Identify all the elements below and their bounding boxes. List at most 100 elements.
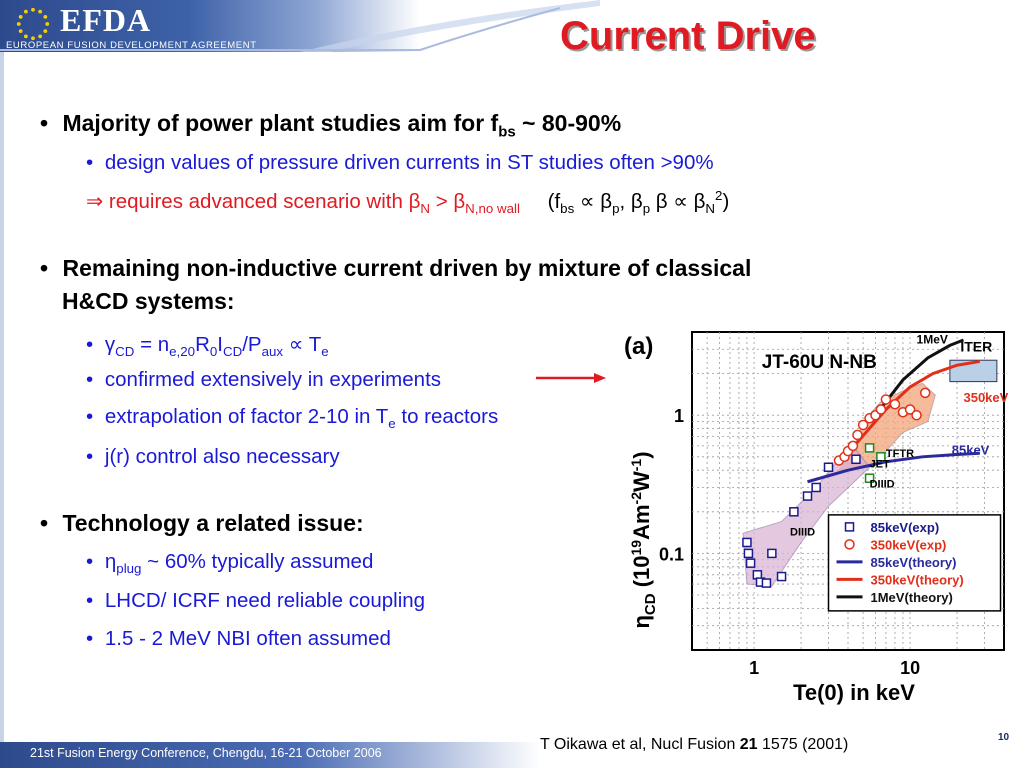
tokamak-marker [864,443,875,453]
data-point [767,548,777,559]
left-rule [0,52,4,742]
eta-cd-chart: (a) ηCD (1019Am-2W-1) Te(0) in keV 1 10 0.… [624,331,1009,705]
bullet-3-sub-1: • ηplug ~ 60% typically assumed [86,550,373,576]
beta-n-sub: N [420,200,430,216]
y-label-sup1: 19 [628,540,644,556]
chart-annotation: DIIID [870,478,895,490]
bullet-3-sub-2-text: LHCD/ ICRF need reliable coupling [104,589,426,612]
chart-annotation: JET [870,458,890,470]
footer-band [0,742,540,768]
beta-symbol: β [630,189,643,213]
bullet-1-sub-2: ⇒ requires advanced scenario with βN > β… [86,188,729,216]
eu-star [38,34,43,39]
legend-label: 350keV(exp) [871,537,947,552]
data-point [811,482,821,493]
bullet-3-sub-3-text: 1.5 - 2 MeV NBI often assumed [104,627,391,650]
bullet-2-line-2: H&CD systems: [62,288,235,314]
citation-pre: T Oikawa et al, Nucl Fusion [540,736,740,753]
eu-star [23,9,28,14]
chart-annotation: DIIID [790,526,815,538]
bullet-1-sub-1: • design values of pressure driven curre… [86,151,714,175]
chart-annotation: 85keV [952,442,990,457]
citation-volume: 21 [739,736,758,753]
data-point [761,578,772,588]
bullet-2-sub-4-text: j(r) control also necessary [104,445,340,468]
bullet-1-post: ~ 80-90% [515,110,622,136]
page-title: Current Drive [560,14,816,58]
y-label-close: ) [629,451,654,458]
eu-stars-icon [16,7,50,41]
r-symbol: R [195,333,210,356]
data-point [742,537,752,548]
bullet-dot: • [86,151,94,174]
beta-symbol: β [693,189,706,213]
legend-label: 1MeV(theory) [871,590,953,605]
tokamak-marker [864,473,875,483]
eq-n: = n [134,333,170,356]
bullet-2-sub-1: • γCD = ne,20R0ICD/Paux ∝ Te [86,332,329,359]
bullet-2-sub-3-text: extrapolation of factor 2-10 in T [104,405,389,428]
bullet-dot: • [40,110,49,136]
data-point [852,429,863,441]
panel-label: (a) [624,333,653,360]
bullet-2-sub-3-post: to reactors [395,405,499,428]
chart-annotation: 1MeV [917,333,948,347]
y-label-sub: CD [642,593,659,615]
p-sub: p [642,200,651,216]
y-label-w: W [629,471,654,492]
bullet-3-sub-3: • 1.5 - 2 MeV NBI often assumed [86,627,391,651]
beta-symbol: β [600,189,613,213]
paren-open: (f [547,189,561,213]
e-sub: e [321,344,329,360]
comma: , [619,189,631,213]
x-axis-label: Te(0) in keV [793,680,915,705]
prop-sign: ∝ [673,189,694,213]
bullet-2: • Remaining non-inductive current driven… [40,255,751,282]
beta-symbol: β [408,189,421,213]
series-line [854,359,981,445]
plug-sub: plug [116,561,142,577]
bullet-1-sub: bs [498,123,516,141]
chart-annotation: 350keV [963,390,1008,405]
e-sub: e [388,416,396,432]
paren-close: ) [722,189,730,213]
bullet-2-sub-2-text: confirmed extensively in experiments [104,368,442,391]
bullet-3-sub-1-text: ~ 60% typically assumed [141,550,374,573]
bullet-2-line-1: Remaining non-inductive current driven b… [62,255,752,281]
beta-relation: (fbs ∝ βp, βp β ∝ βN2) [547,188,730,216]
y-label-sup2: -2 [628,492,644,505]
data-point [857,419,869,431]
legend-label: 85keV(exp) [871,520,940,535]
t-symbol: T [308,333,322,356]
bullet-3-text: Technology a related issue: [62,510,364,536]
header-swoosh [0,0,600,52]
p-sub: p [612,200,620,216]
eta-symbol: η [104,550,117,573]
bullet-1: • Majority of power plant studies aim fo… [40,110,621,141]
footer-conference: 21st Fusion Energy Conference, Chengdu, … [30,746,382,760]
eu-star [16,22,21,26]
data-point [875,404,887,415]
slash-p: /P [242,333,262,356]
data-point [851,454,861,465]
bullet-2-sub-3: • extrapolation of factor 2-10 in Te to … [86,405,498,431]
bullet-1-sub-1-text: design values of pressure driven current… [104,151,714,174]
eu-star [38,9,43,14]
zero-sub: 0 [209,344,218,360]
eu-star [31,7,35,12]
legend-label: 350keV(theory) [871,572,964,587]
chart-title: JT-60U N-NB [762,352,877,373]
data-point [911,409,922,421]
data-point [789,507,799,517]
data-point [889,399,901,410]
citation: T Oikawa et al, Nucl Fusion 21 1575 (200… [540,736,848,754]
y-tick-label: 1 [674,406,684,426]
y-axis-label: ηCD (1019Am-2W-1) [628,451,659,628]
cd-sub: CD [222,344,243,360]
bullet-dot: • [86,627,94,650]
bullet-2-sub-4: • j(r) control also necessary [86,445,340,469]
bullet-dot: • [86,368,94,391]
header: EFDA EUROPEAN FUSION DEVELOPMENT AGREEME… [0,0,1024,58]
chart-annotation: TFTR [886,448,914,460]
gamma-symbol: γ [104,333,116,356]
